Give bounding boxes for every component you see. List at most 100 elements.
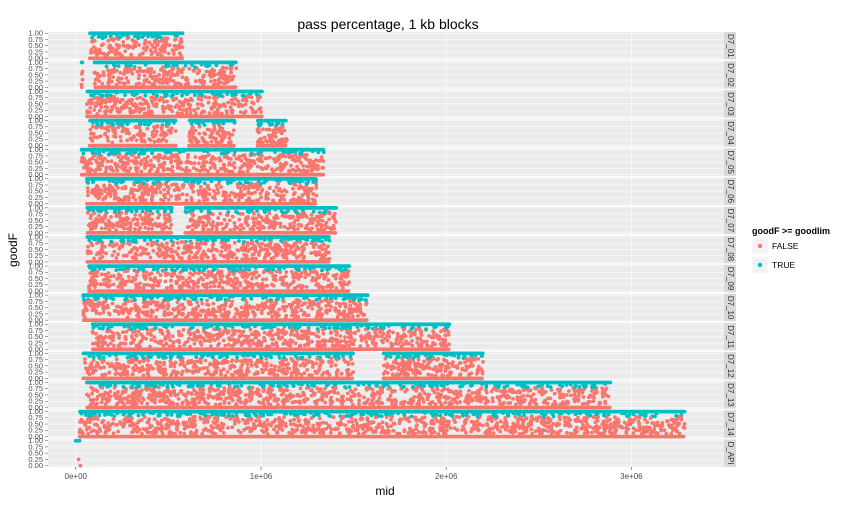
data-point — [211, 164, 215, 168]
data-point — [310, 226, 314, 230]
data-point — [266, 221, 270, 225]
data-point — [197, 199, 201, 203]
data-point — [321, 159, 325, 163]
data-point — [181, 75, 185, 79]
data-point — [202, 160, 206, 164]
data-point — [157, 73, 161, 77]
data-point — [222, 121, 226, 125]
data-point — [95, 77, 99, 81]
data-point — [190, 179, 194, 183]
data-point — [89, 228, 93, 232]
data-point — [135, 82, 139, 86]
data-point — [111, 141, 115, 145]
data-point — [244, 102, 248, 106]
data-point — [144, 63, 148, 67]
data-point — [158, 163, 162, 167]
data-point — [163, 161, 167, 165]
data-point — [93, 82, 97, 86]
data-point — [94, 91, 98, 95]
data-point — [302, 199, 306, 203]
data-point — [116, 186, 120, 190]
data-point — [218, 212, 222, 216]
data-point — [166, 192, 170, 196]
data-point — [121, 33, 125, 37]
data-point — [231, 215, 235, 219]
data-point — [210, 227, 214, 231]
data-point — [169, 194, 173, 198]
data-point — [138, 110, 142, 114]
data-point — [178, 43, 182, 47]
data-point — [103, 189, 107, 193]
data-point — [271, 223, 275, 227]
data-point — [162, 188, 166, 192]
data-point — [196, 107, 200, 111]
data-point — [193, 222, 197, 226]
data-point — [161, 138, 165, 142]
data-point — [259, 196, 263, 200]
data-point — [155, 102, 159, 106]
data-point — [276, 182, 280, 186]
data-point — [260, 90, 264, 94]
data-point — [196, 72, 200, 76]
data-point — [86, 186, 90, 190]
data-point — [201, 104, 205, 108]
data-point — [312, 163, 316, 167]
data-point — [268, 136, 272, 140]
data-point — [315, 194, 319, 198]
data-point — [153, 140, 157, 144]
data-point — [267, 211, 271, 215]
data-point — [140, 35, 144, 39]
data-point — [163, 209, 167, 213]
data-point — [223, 78, 227, 82]
data-point — [163, 37, 167, 41]
data-point — [147, 33, 151, 37]
data-point — [126, 80, 130, 84]
facet-panel-D7_04: D7_041.000.750.500.250.00 — [28, 116, 736, 150]
data-point — [207, 153, 211, 157]
data-point — [225, 66, 229, 70]
data-point — [234, 93, 238, 97]
data-point — [197, 161, 201, 165]
data-point — [186, 92, 190, 96]
data-point — [215, 63, 219, 67]
data-point — [91, 121, 95, 125]
data-point — [101, 198, 105, 202]
data-point — [251, 108, 255, 112]
data-point — [187, 225, 191, 229]
data-point — [150, 151, 154, 155]
data-point — [186, 153, 190, 157]
data-point — [125, 76, 129, 80]
data-point — [128, 166, 132, 170]
data-point — [214, 138, 218, 142]
data-point — [322, 228, 326, 232]
data-point — [144, 219, 148, 223]
data-point — [145, 179, 149, 183]
data-point — [95, 221, 99, 225]
data-point — [184, 108, 188, 112]
data-point — [220, 222, 224, 226]
data-point — [201, 224, 205, 228]
data-point — [175, 183, 179, 187]
data-point — [146, 155, 150, 159]
data-point — [141, 83, 145, 87]
data-point — [138, 126, 142, 130]
data-point — [253, 161, 257, 165]
data-point — [237, 100, 241, 104]
data-point — [230, 77, 234, 81]
data-point — [188, 67, 192, 71]
data-point — [288, 222, 292, 226]
data-point — [143, 79, 147, 83]
data-point — [143, 166, 147, 170]
data-point — [107, 153, 111, 157]
data-point — [224, 81, 228, 85]
data-point — [125, 152, 129, 156]
data-point — [216, 216, 220, 220]
data-point — [257, 213, 261, 217]
data-point — [151, 188, 155, 192]
data-point — [108, 228, 112, 232]
data-point — [279, 162, 283, 166]
data-point — [230, 199, 234, 203]
data-point — [277, 157, 281, 161]
data-point — [113, 129, 117, 133]
data-point — [228, 136, 232, 140]
